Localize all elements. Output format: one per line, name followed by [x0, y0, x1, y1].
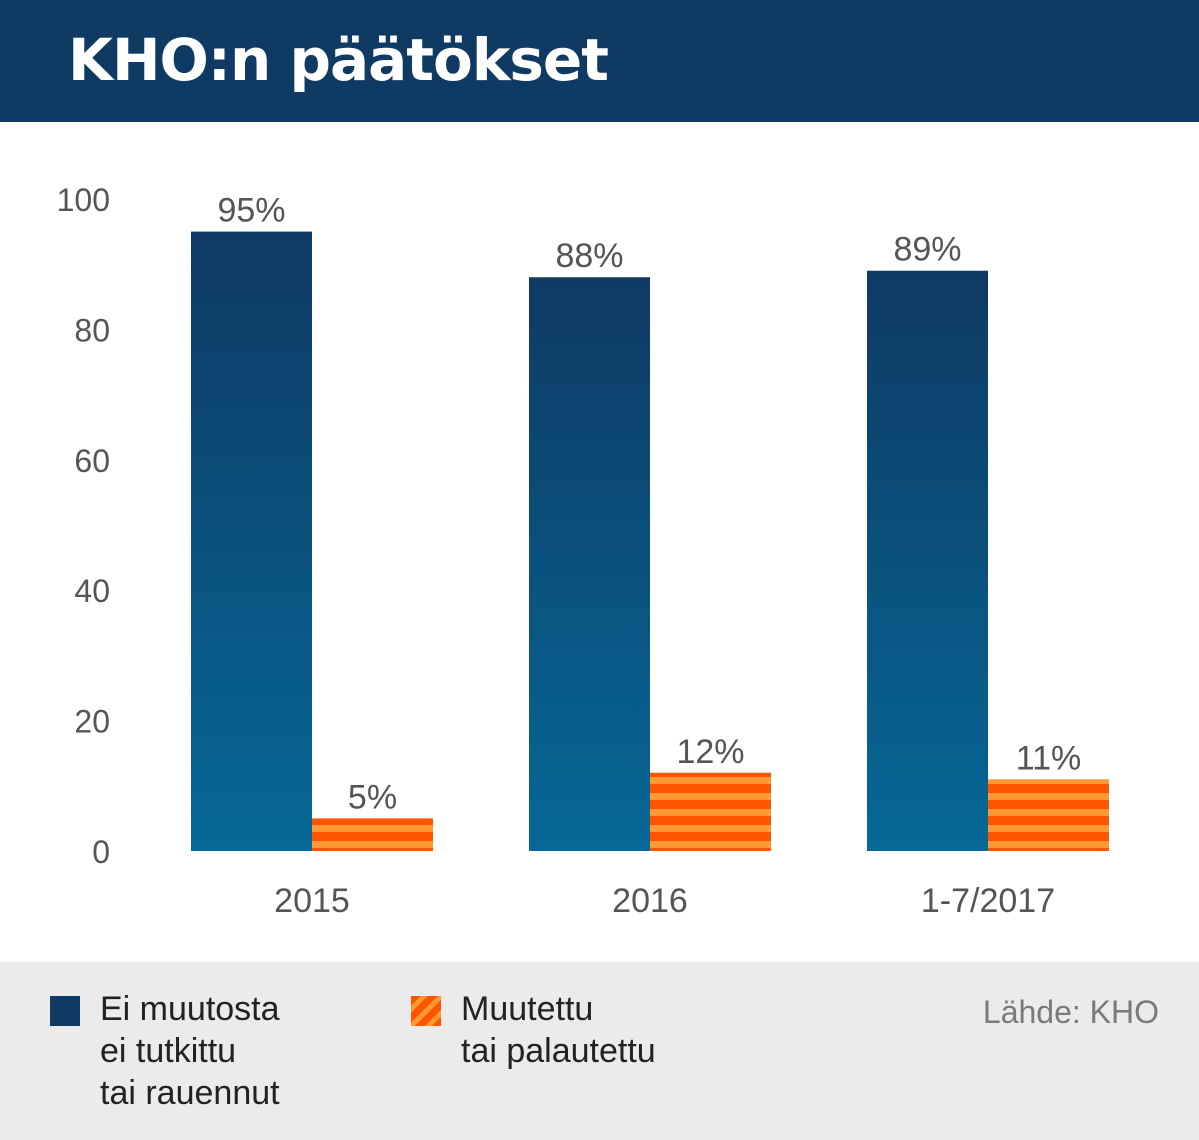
header: KHO:n päätökset [0, 0, 1199, 122]
data-label: 12% [676, 733, 744, 771]
bar-ei-muutosta-0 [191, 231, 312, 852]
legend-label: Ei muutosta ei tutkittu tai rauennut [100, 988, 380, 1114]
legend-swatch-orange [411, 996, 441, 1026]
y-tick-label: 80 [74, 312, 110, 348]
bar-ei-muutosta-1 [529, 277, 650, 851]
data-label: 89% [893, 231, 961, 269]
x-tick-label: 1-7/2017 [921, 882, 1055, 920]
data-label: 5% [348, 778, 397, 816]
bar-chart: 0 20 40 60 80 100 95% 88% 89% 5% 12% 11% 2015 2016 1… [57, 182, 1109, 920]
legend-line: Muutettu [461, 990, 594, 1028]
legend-label: Muutettu tai palautettu [461, 988, 741, 1072]
bar-muutettu-2 [988, 779, 1109, 851]
data-label: 95% [217, 192, 285, 230]
x-tick-label: 2016 [612, 882, 688, 920]
legend-line: Ei muutosta [100, 990, 280, 1028]
data-label: 88% [555, 237, 623, 275]
y-tick-label: 60 [74, 443, 110, 479]
bar-muutettu-0 [312, 818, 433, 851]
y-tick-label: 20 [74, 704, 110, 740]
y-tick-label: 40 [74, 573, 110, 609]
data-label: 11% [1016, 739, 1082, 777]
bar-muutettu-1 [650, 772, 771, 851]
bar-ei-muutosta-2 [867, 270, 988, 852]
y-tick-label: 0 [92, 834, 110, 870]
legend-area: Ei muutosta ei tutkittu tai rauennut Muu… [0, 962, 1199, 1140]
legend-line: ei tutkittu [100, 1032, 237, 1070]
legend-line: tai rauennut [100, 1074, 280, 1112]
x-tick-label: 2015 [274, 882, 350, 920]
source-note: Lähde: KHO [982, 994, 1159, 1030]
y-tick-label: 100 [57, 182, 110, 218]
legend-line: tai palautettu [461, 1032, 656, 1070]
chart-title: KHO:n päätökset [68, 26, 609, 94]
legend-swatch-blue [50, 996, 80, 1026]
